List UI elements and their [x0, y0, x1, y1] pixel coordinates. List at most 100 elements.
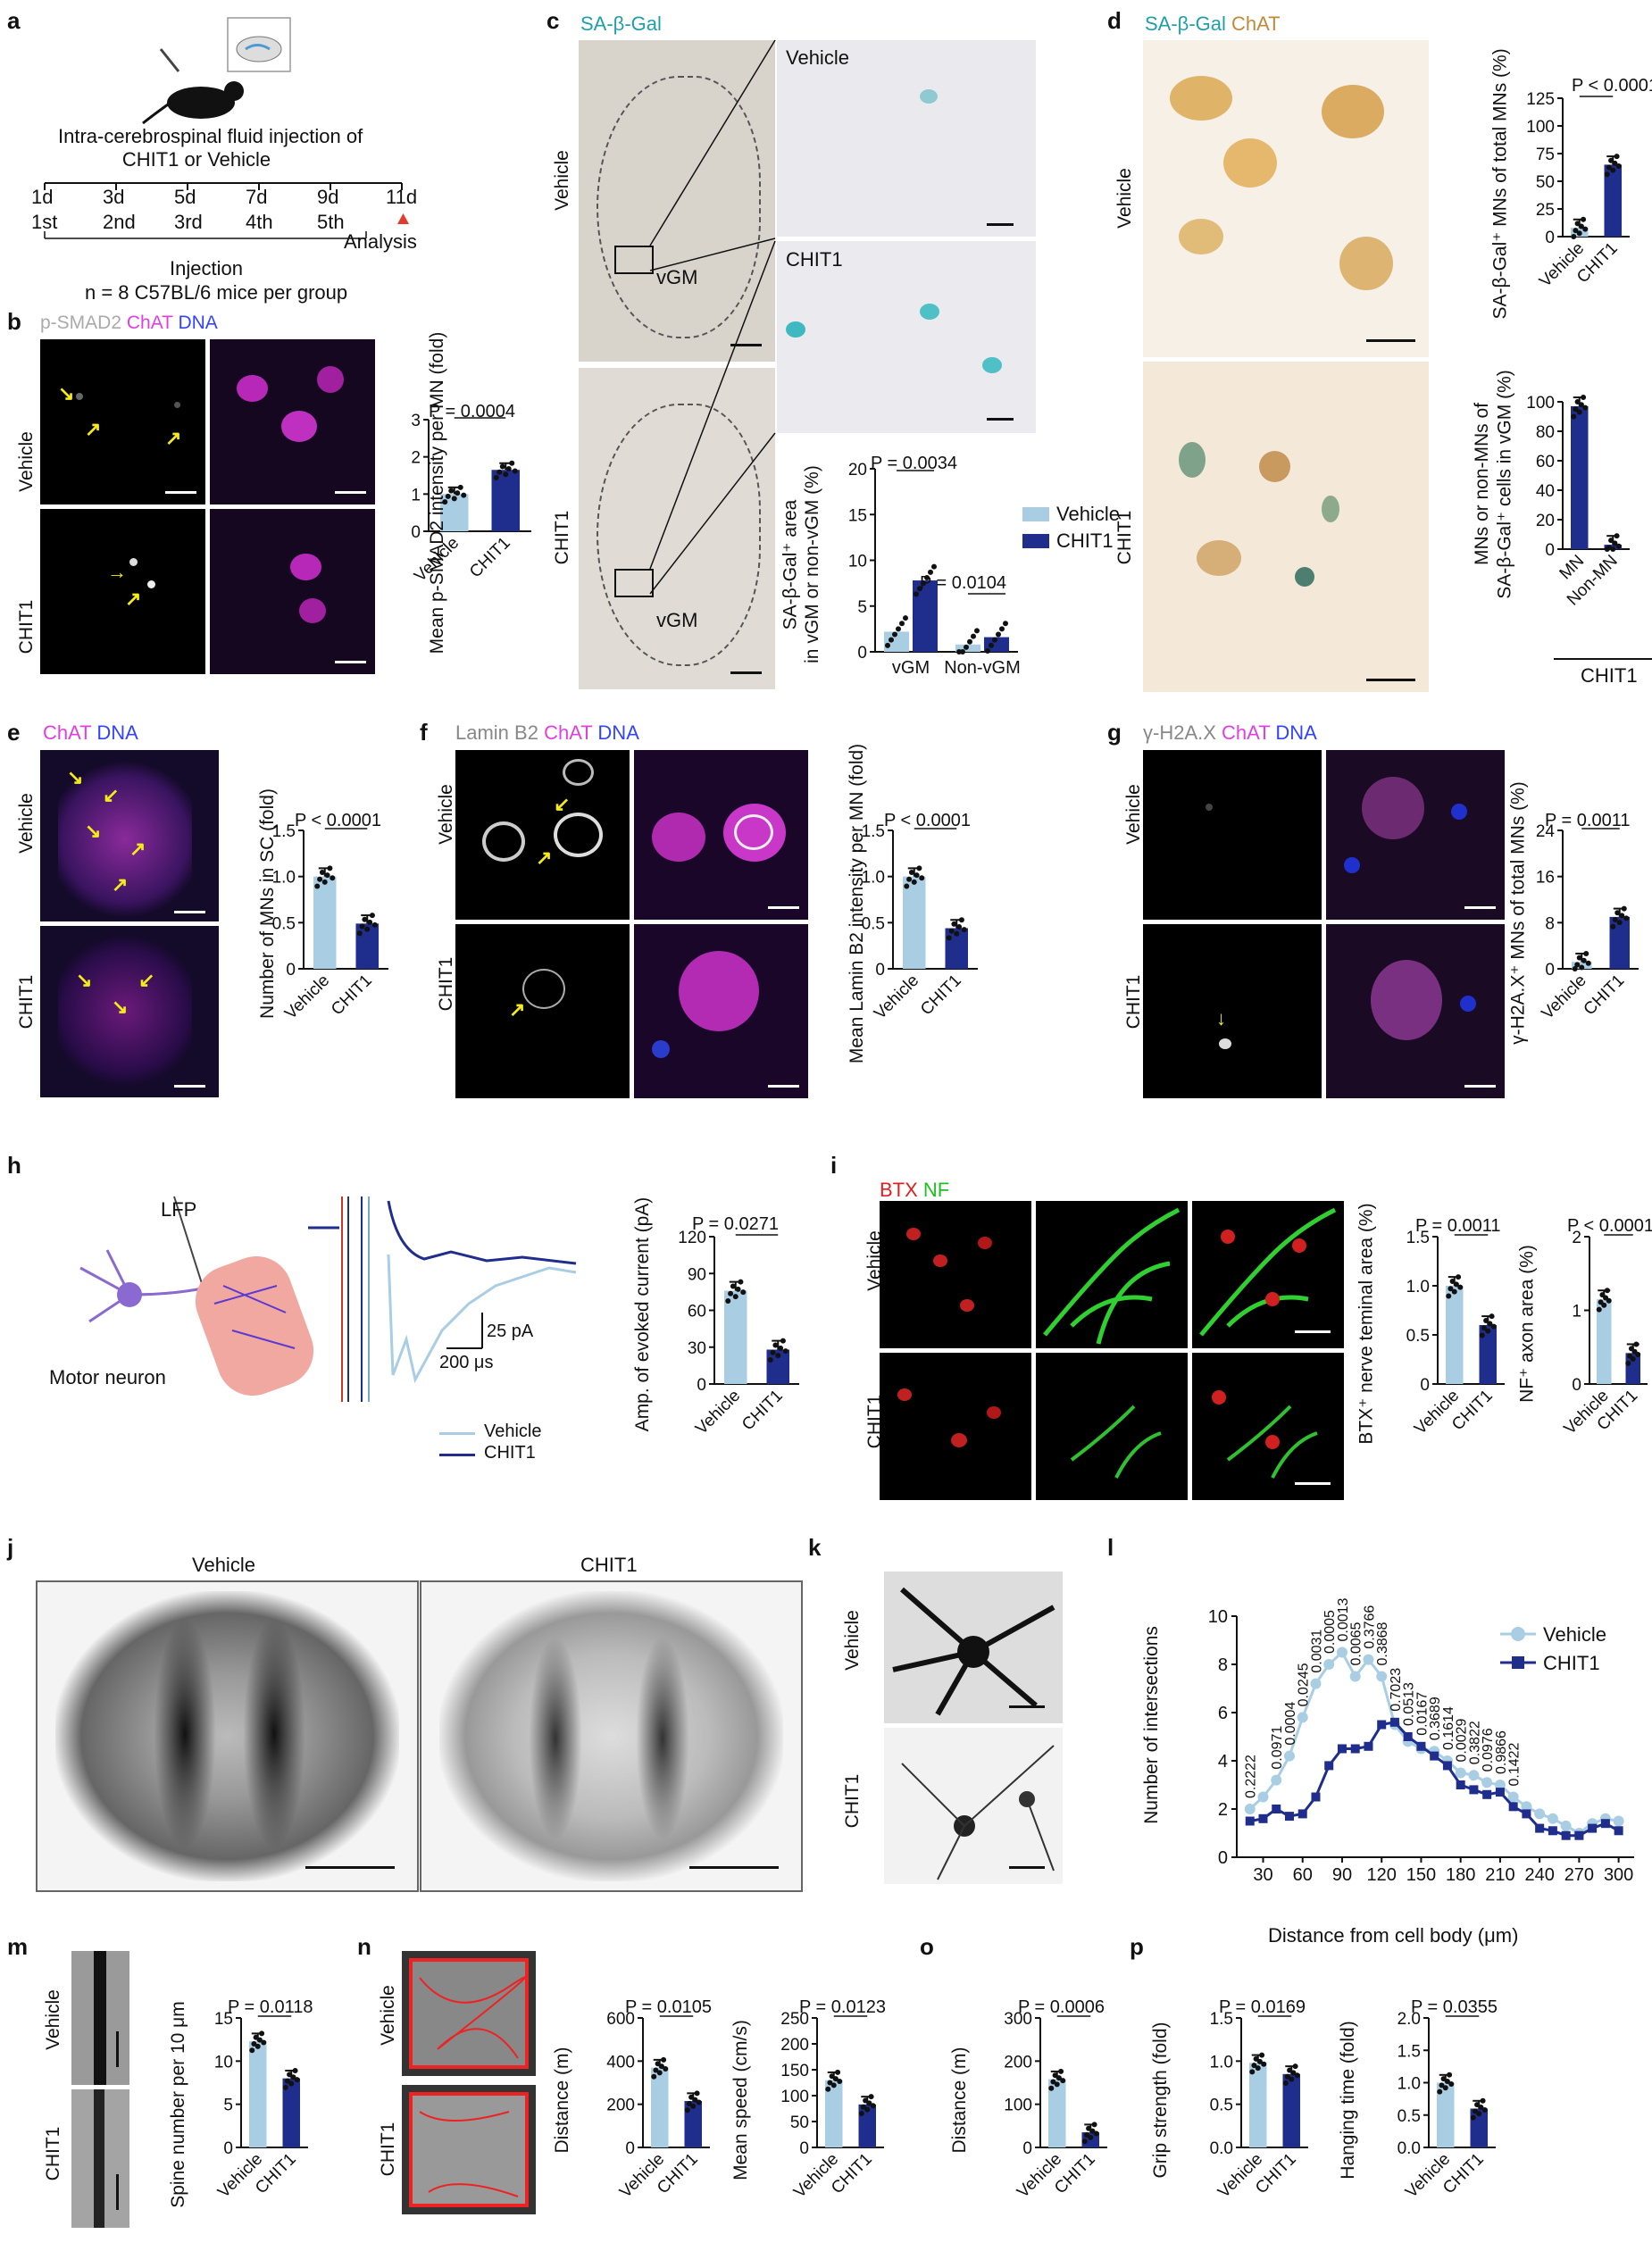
micro-b-chit1-psmad2: → ↗ [40, 509, 205, 674]
data-point [928, 569, 933, 575]
micro-g-chit1-merge [1326, 924, 1505, 1098]
data-point [767, 1357, 773, 1363]
data-point [259, 2030, 265, 2037]
data-point [1614, 533, 1620, 539]
data-point [954, 930, 960, 937]
data-point [442, 499, 448, 505]
panel-f-stain: Lamin B2 ChAT DNA [455, 721, 639, 744]
data-point [778, 1345, 784, 1351]
micro-e-chit1: ↘ ↘ ↙ [40, 926, 219, 1097]
panel-j-chit1: CHIT1 [580, 1554, 638, 1576]
data-point [1255, 2065, 1261, 2072]
micro-f-chit1-merge [634, 924, 808, 1098]
data-point [496, 469, 503, 475]
data-point [914, 591, 919, 597]
evoked-current-trace [308, 1196, 577, 1402]
x-tick-label: 150 [1406, 1865, 1436, 1885]
y-tick-label: 1.0 [1210, 2053, 1233, 2072]
p-value-label: 0.9866 [1494, 1730, 1509, 1774]
y-tick-label: 0 [1218, 1848, 1228, 1868]
panel-d-ylabel2b: SA-β-Gal⁺ cells in vGM (%) [1494, 370, 1515, 599]
panel-p-ylabel1: Grip strength (fold) [1150, 2022, 1171, 2179]
data-point [1578, 223, 1584, 229]
panel-m-p: P = 0.0118 [228, 1997, 313, 2017]
data-point [1470, 2114, 1476, 2121]
panel-i-stain: BTX NF [880, 1179, 950, 1201]
p-value-label: 0.1614 [1441, 1706, 1456, 1750]
data-point [692, 2097, 698, 2103]
data-point [499, 463, 505, 470]
data-point [1088, 2134, 1094, 2140]
data-point [1439, 2082, 1445, 2088]
ihc-c-vehicle-zoom [777, 40, 1036, 237]
data-point [1444, 2079, 1450, 2085]
panel-i-ylabel2: NF⁺ axon area (%) [1516, 1245, 1538, 1403]
data-point [1003, 621, 1008, 627]
y-tick-label: 24 [1536, 822, 1556, 841]
data-point [509, 460, 515, 466]
micro-b-vehicle-merge [210, 339, 375, 504]
data-point [1476, 2111, 1482, 2117]
y-tick-label: 0.5 [1398, 2107, 1421, 2126]
point-Vehicle [1283, 1750, 1295, 1762]
data-point [899, 621, 905, 627]
data-point [1289, 2076, 1295, 2082]
lfp-label: LFP [161, 1198, 197, 1221]
y-tick-label: 0.5 [1210, 2097, 1233, 2115]
data-point [684, 2107, 690, 2113]
point-CHIT1 [1350, 1744, 1360, 1754]
bar-Vehicle [1249, 2063, 1267, 2147]
scale-pa: 25 pA [487, 1321, 534, 1341]
point-Vehicle [1363, 1654, 1374, 1665]
point-CHIT1 [1311, 1792, 1321, 1802]
data-point [282, 2084, 288, 2090]
bar-Vehicle [1597, 1299, 1612, 1384]
data-point [1604, 1288, 1610, 1294]
y-tick-label: 0 [875, 961, 885, 980]
data-point [1579, 964, 1585, 971]
day-5: 5d [174, 186, 196, 208]
data-point [735, 1286, 741, 1292]
data-point [1251, 2063, 1257, 2069]
data-point [989, 642, 994, 648]
data-point [1596, 1306, 1602, 1313]
data-point [1442, 2085, 1448, 2091]
p-value-label: 0.0167 [1414, 1692, 1430, 1736]
data-point [1055, 2075, 1062, 2081]
bar-Vehicle [1437, 2082, 1455, 2147]
p-value-label: 0.2222 [1244, 1755, 1259, 1798]
data-point [904, 883, 910, 889]
data-point [653, 2067, 659, 2073]
point-CHIT1 [1416, 1741, 1426, 1751]
y-tick-label: 90 [688, 1265, 706, 1284]
data-point [885, 642, 890, 648]
data-point [832, 2076, 839, 2082]
x-tick-label: 270 [1564, 1865, 1594, 1885]
bar-Vehicle [313, 876, 337, 969]
data-point [251, 2041, 257, 2047]
data-point [249, 2047, 255, 2054]
data-point [1614, 910, 1621, 916]
p-value-label: 0.1422 [1507, 1742, 1523, 1786]
data-point [1437, 2088, 1443, 2095]
data-point [1083, 2131, 1089, 2138]
y-tick-label: 0 [1545, 541, 1555, 560]
legend-h-vehicle-line [439, 1432, 475, 1435]
data-point [686, 2100, 692, 2106]
data-point [1453, 1281, 1459, 1288]
data-point [1048, 2085, 1055, 2091]
data-point [827, 2080, 833, 2086]
data-point [906, 876, 913, 882]
panel-c-vgm-2: vGM [656, 609, 698, 631]
day-7: 7d [246, 186, 268, 208]
y-tick-label: 8 [1218, 1655, 1228, 1675]
panel-c-row-vehicle: Vehicle [552, 150, 572, 211]
data-point [1573, 228, 1579, 234]
y-tick-label: 0 [1545, 229, 1555, 247]
bar-vGM-Vehicle [884, 631, 909, 652]
y-tick-label: 60 [1536, 453, 1555, 471]
data-point [1440, 2076, 1447, 2082]
y-tick-label: 200 [780, 2036, 809, 2055]
